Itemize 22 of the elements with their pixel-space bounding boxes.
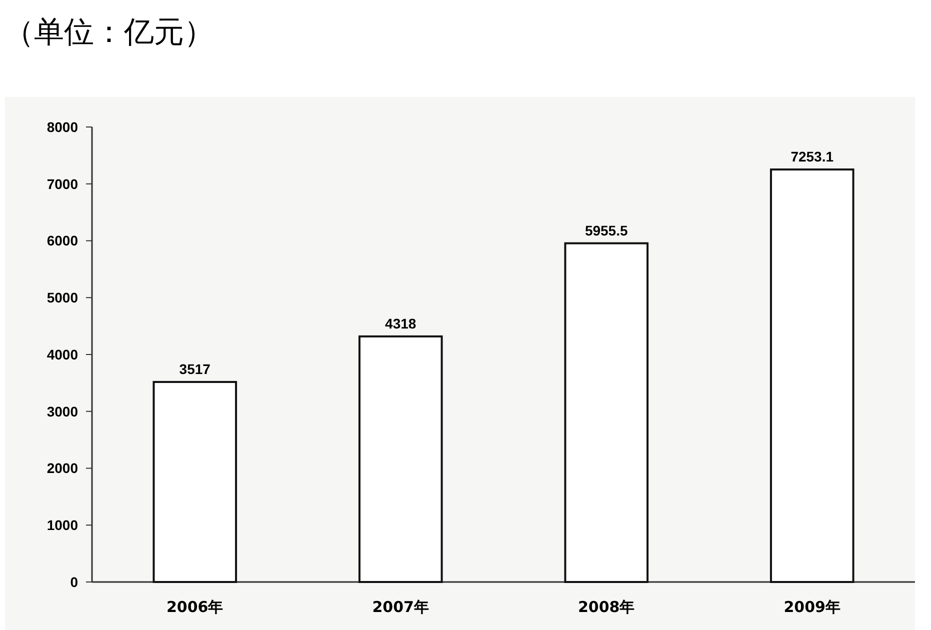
y-tick-label: 1000 (46, 517, 78, 534)
data-label: 7253.1 (790, 148, 834, 164)
x-tick-label: 2009年 (784, 598, 840, 616)
y-tick-label: 8000 (46, 118, 78, 135)
bar (358, 335, 443, 583)
bar (152, 380, 238, 583)
x-tick-label: 2007年 (372, 598, 429, 616)
y-tick-label: 3000 (46, 403, 78, 420)
x-tick-label: 2006年 (166, 598, 224, 616)
y-tick-label: 7000 (46, 176, 78, 192)
data-label: 3517 (179, 360, 211, 377)
y-tick-label: 2000 (46, 460, 78, 476)
data-label: 4318 (385, 315, 416, 332)
y-tick-label: 0 (70, 574, 78, 590)
bar (770, 168, 854, 583)
data-label: 5955.5 (584, 222, 628, 238)
y-tick-label: 5000 (46, 290, 78, 306)
x-tick-label: 2008年 (578, 598, 635, 616)
y-tick-label: 6000 (46, 232, 78, 249)
y-tick-label: 4000 (46, 346, 78, 362)
chart-title: （单位：亿元） (4, 15, 214, 50)
bar (564, 242, 649, 583)
